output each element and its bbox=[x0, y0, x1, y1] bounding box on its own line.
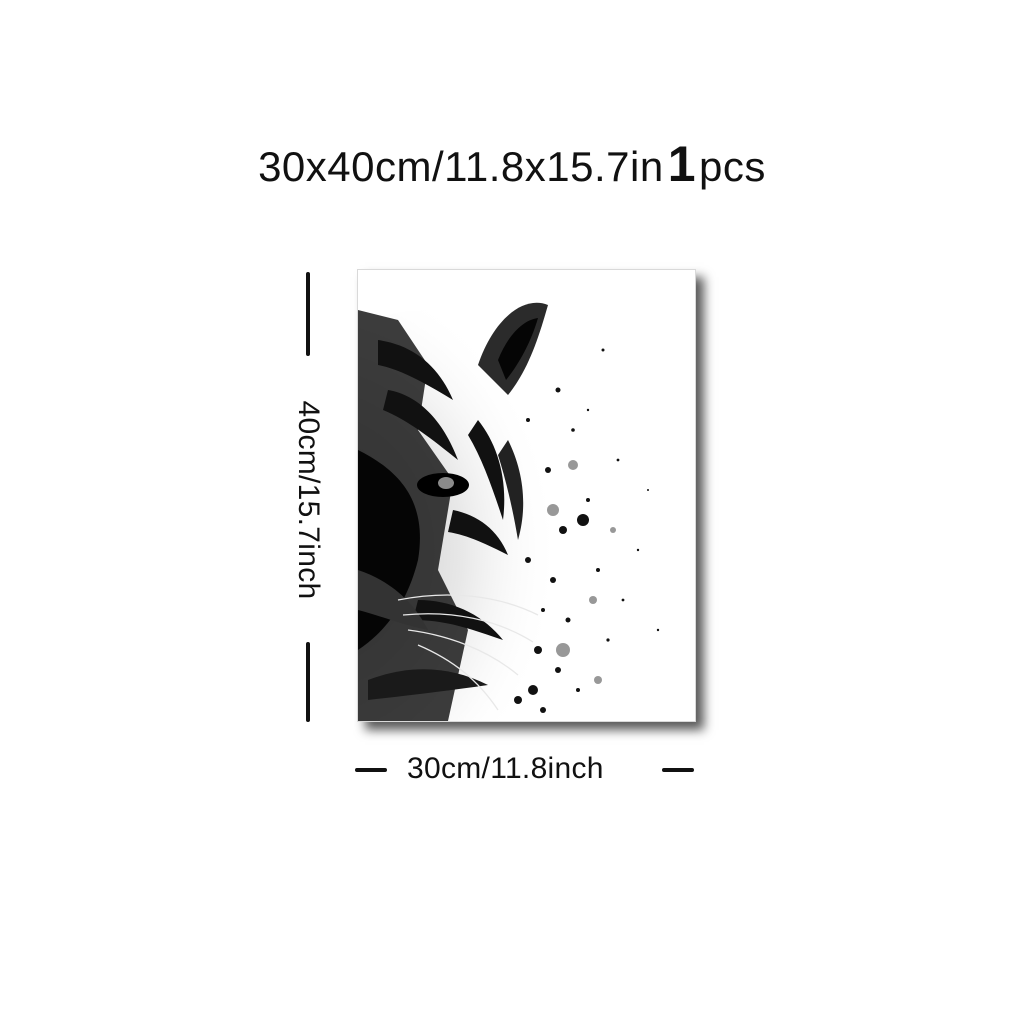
width-dimension-label: 30cm/11.8inch bbox=[407, 752, 604, 785]
quantity-unit: pcs bbox=[699, 143, 766, 190]
width-dimension-line-right bbox=[662, 768, 694, 772]
height-dimension-line-top bbox=[306, 272, 310, 356]
tiger-artwork-image bbox=[358, 270, 695, 721]
height-dimension-label: 40cm/15.7inch bbox=[292, 400, 325, 600]
height-dimension-line-bottom bbox=[306, 642, 310, 722]
quantity-number: 1 bbox=[667, 136, 697, 192]
product-size-headline: 30x40cm/11.8x15.7in1pcs bbox=[0, 138, 1024, 193]
size-text: 30x40cm/11.8x15.7in bbox=[258, 143, 664, 190]
width-dimension-line-left bbox=[355, 768, 387, 772]
canvas-poster bbox=[357, 269, 696, 722]
